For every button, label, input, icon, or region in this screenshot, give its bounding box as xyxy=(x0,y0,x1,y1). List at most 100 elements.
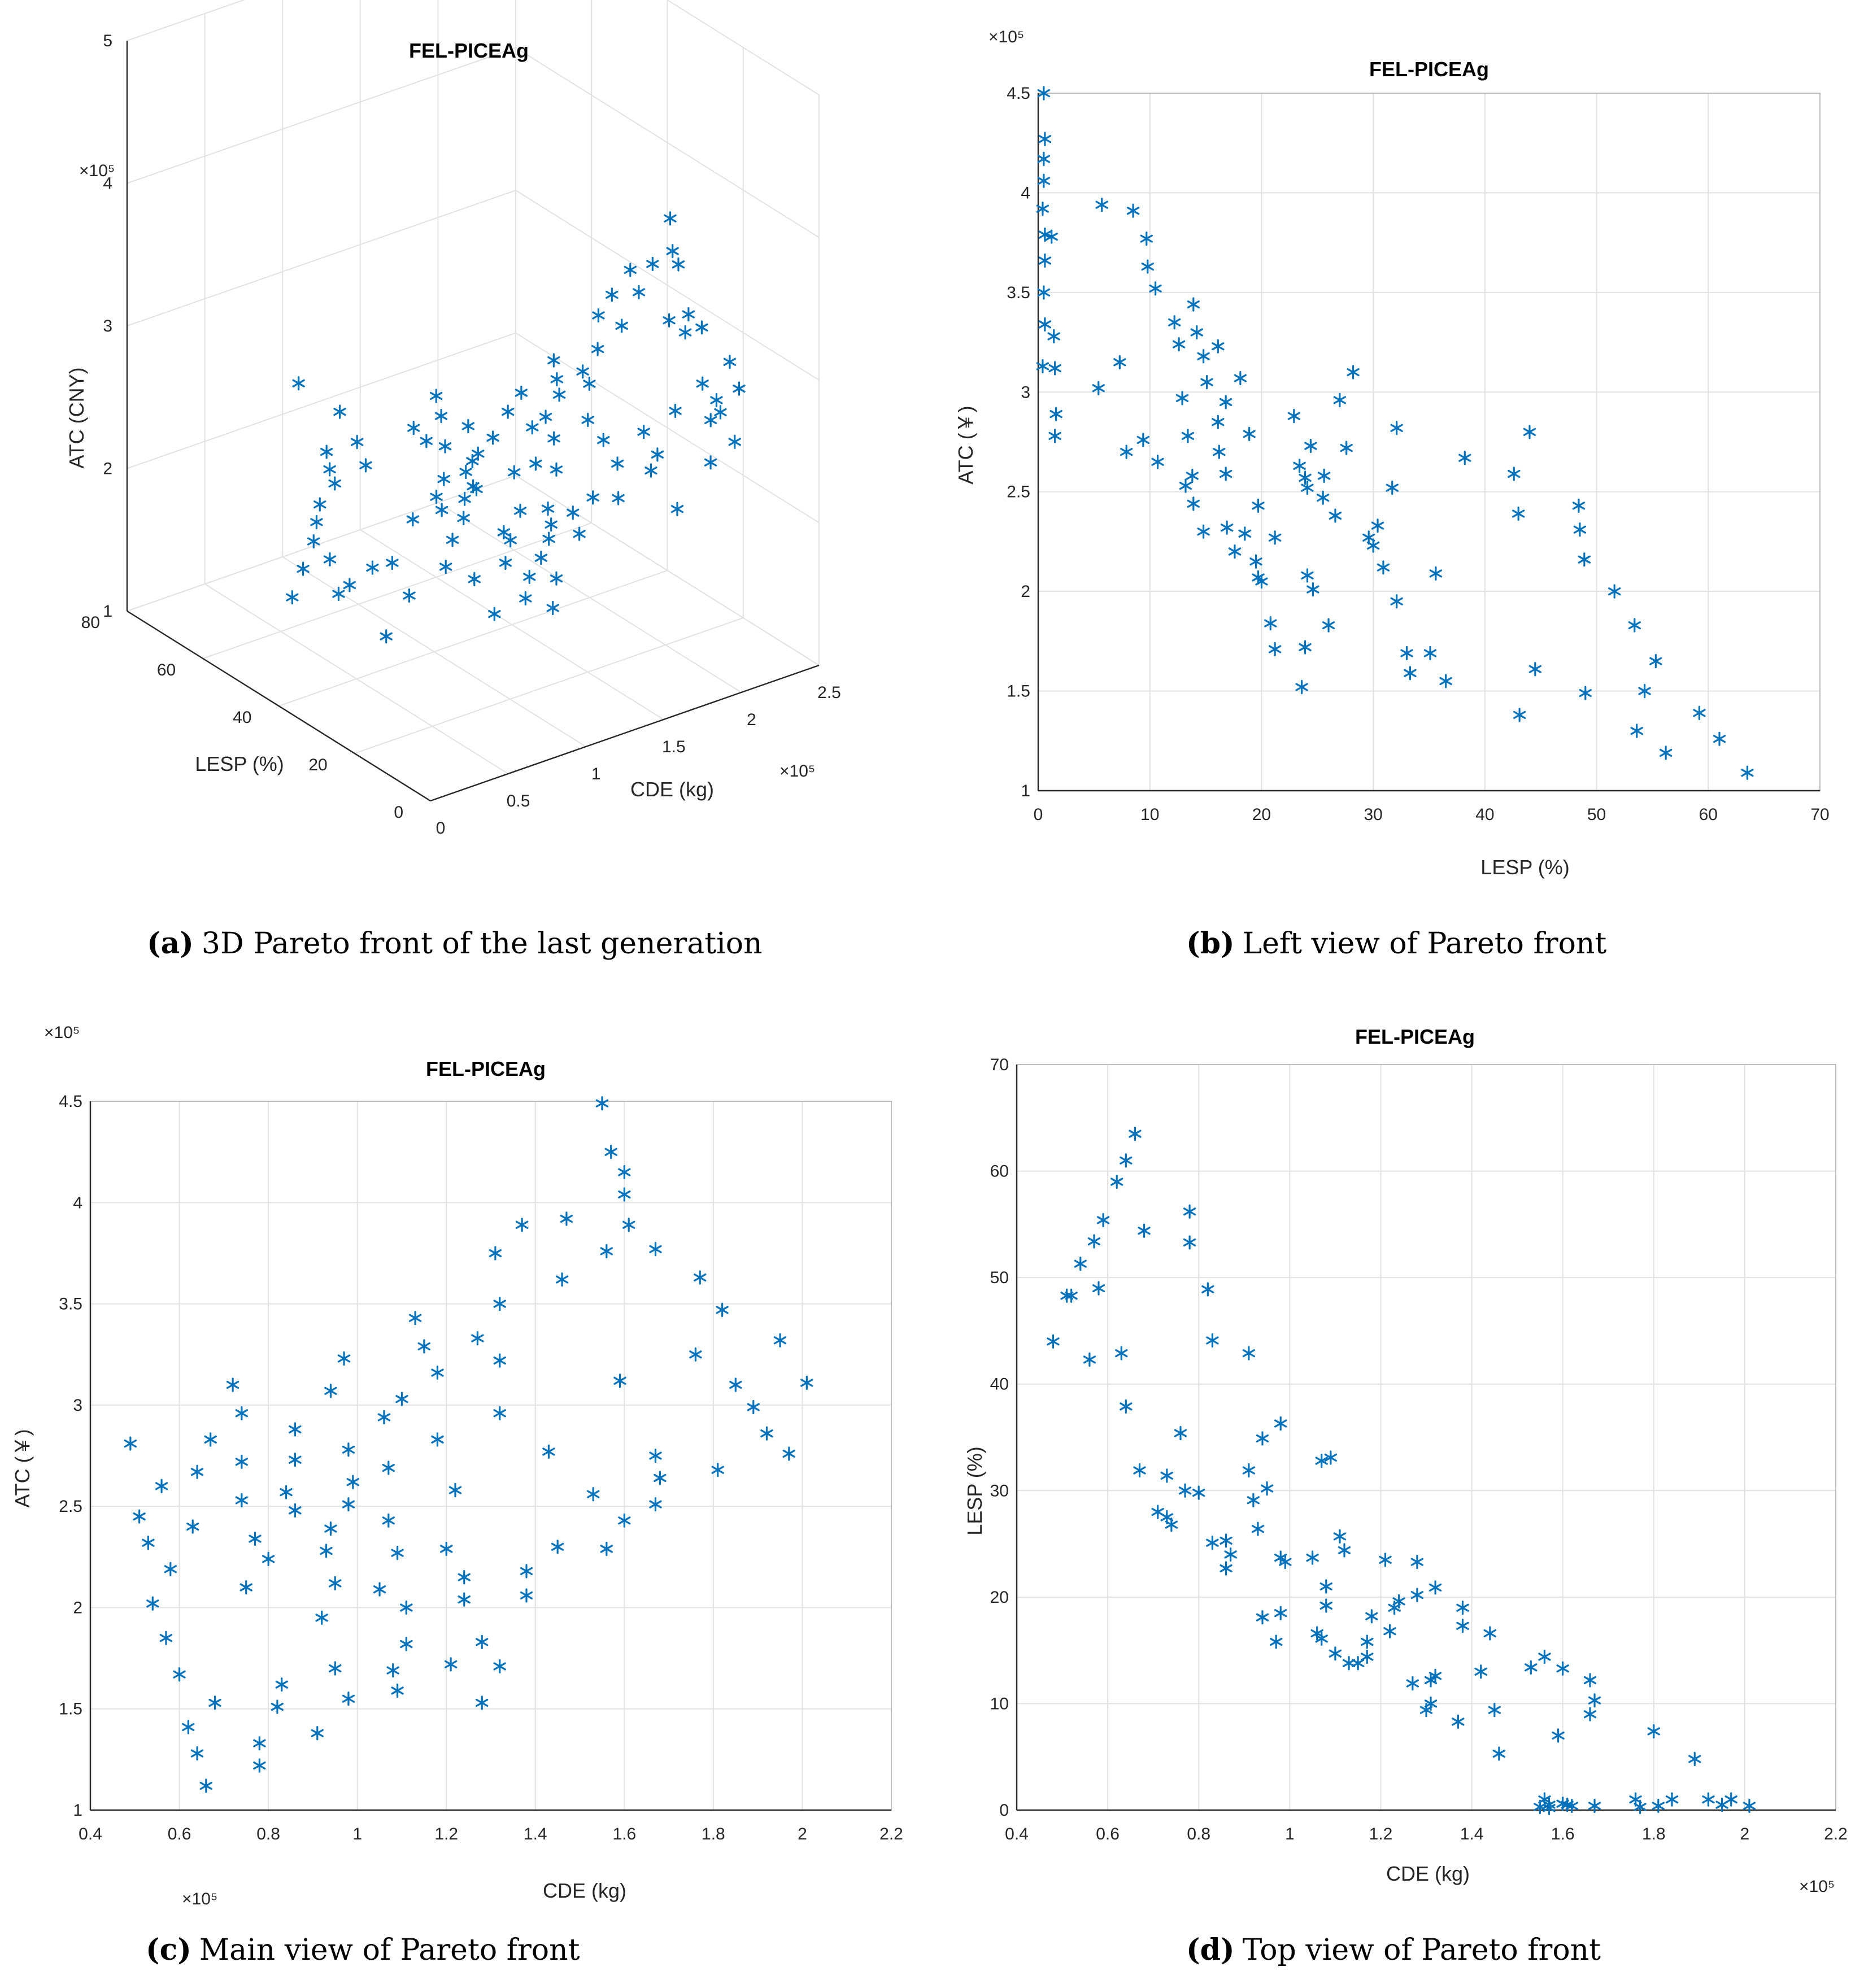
b-y-tick-label: 2.5 xyxy=(1007,483,1030,502)
d-data-point xyxy=(1452,1714,1465,1729)
b-data-point xyxy=(1693,705,1706,720)
panel-a-x-tick-label: 2.5 xyxy=(817,683,841,702)
c-data-point xyxy=(235,1406,249,1420)
c-data-point xyxy=(377,1410,391,1424)
c-data-point xyxy=(199,1778,212,1793)
c-data-point xyxy=(716,1302,729,1317)
c-data-point xyxy=(329,1661,342,1676)
c-x-tick-label: 0.6 xyxy=(168,1825,191,1843)
panel-d-title: FEL-PICEAg xyxy=(1355,1025,1475,1048)
d-data-point xyxy=(1383,1624,1396,1638)
c-data-point xyxy=(324,1521,337,1536)
c-data-point xyxy=(342,1497,355,1512)
caption-a-text: 3D Pareto front of the last generation xyxy=(202,927,763,961)
panel-c-markers xyxy=(124,1096,813,1793)
panel-a-data-point xyxy=(696,376,709,391)
b-data-point xyxy=(1628,618,1641,633)
c-data-point xyxy=(253,1758,266,1773)
panel-a-back-grid xyxy=(127,190,516,326)
d-y-tick-label: 60 xyxy=(990,1162,1009,1181)
d-data-point xyxy=(1315,1631,1328,1646)
panel-a-data-point xyxy=(646,256,659,271)
c-data-point xyxy=(773,1333,787,1348)
d-data-point xyxy=(1647,1724,1660,1739)
d-data-point xyxy=(1096,1213,1110,1227)
b-data-point xyxy=(1306,582,1319,597)
panel-a-x-tick-label: 0.5 xyxy=(507,792,530,810)
d-data-point xyxy=(1160,1468,1174,1483)
panel-a-data-point xyxy=(624,263,637,277)
c-data-point xyxy=(408,1311,422,1326)
panel-a-data-point xyxy=(499,555,512,570)
c-data-point xyxy=(515,1218,529,1232)
d-data-point xyxy=(1588,1693,1601,1708)
panel-a-y-tick-label: 20 xyxy=(308,756,327,774)
c-data-point xyxy=(289,1422,302,1437)
c-data-point xyxy=(600,1244,613,1258)
b-data-point xyxy=(1439,674,1452,688)
b-data-point xyxy=(1197,349,1210,364)
c-y-tick-label: 4 xyxy=(73,1193,82,1212)
panel-a-data-point xyxy=(320,444,333,459)
d-y-tick-label: 10 xyxy=(990,1694,1009,1713)
b-data-point xyxy=(1179,478,1192,493)
c-data-point xyxy=(520,1588,533,1603)
d-data-point xyxy=(1310,1626,1323,1641)
b-x-tick-label: 20 xyxy=(1252,805,1271,824)
b-data-point xyxy=(1317,490,1330,505)
d-data-point xyxy=(1483,1626,1496,1641)
d-data-point xyxy=(1047,1334,1060,1349)
panel-a-data-point xyxy=(550,571,563,586)
panel-a-data-point xyxy=(606,287,619,302)
panel-a-data-point xyxy=(534,551,548,565)
c-data-point xyxy=(235,1493,249,1507)
panel-a-x-tick-label: 0 xyxy=(436,819,446,838)
c-data-point xyxy=(782,1446,795,1461)
panel-a-data-point xyxy=(333,404,346,419)
c-data-point xyxy=(391,1683,404,1698)
panel-a-y-tick-label: 80 xyxy=(81,613,100,632)
c-data-point xyxy=(520,1564,533,1579)
b-x-tick-label: 60 xyxy=(1699,805,1718,824)
d-data-point xyxy=(1183,1204,1196,1219)
d-data-point xyxy=(1274,1606,1287,1620)
c-data-point xyxy=(204,1432,217,1447)
c-y-tick-label: 2.5 xyxy=(59,1497,82,1516)
c-data-point xyxy=(493,1296,506,1311)
d-data-point xyxy=(1260,1481,1274,1496)
panel-a-data-point xyxy=(526,420,539,435)
c-data-point xyxy=(271,1699,284,1714)
panel-a-data-point xyxy=(310,515,323,529)
d-data-point xyxy=(1251,1521,1265,1536)
panel-a-data-point xyxy=(380,629,393,644)
b-data-point xyxy=(1301,568,1314,583)
d-x-tick-label: 1.4 xyxy=(1460,1825,1484,1843)
panel-b-gridlines xyxy=(1038,93,1821,791)
panel-b-markers xyxy=(1036,86,1754,780)
c-data-point xyxy=(747,1400,760,1415)
panel-a-y-axis-label: LESP (%) xyxy=(195,752,284,775)
panel-a-data-point xyxy=(545,517,558,532)
panel-a-x-tick-label: 2 xyxy=(747,710,756,729)
d-data-point xyxy=(1456,1601,1469,1615)
d-data-point xyxy=(1351,1656,1365,1671)
b-data-point xyxy=(1512,506,1525,521)
c-data-point xyxy=(542,1444,555,1459)
b-data-point xyxy=(1630,723,1643,738)
panel-d-markers xyxy=(1047,1126,1756,1815)
b-data-point xyxy=(1190,325,1203,340)
c-x-tick-label: 2 xyxy=(798,1825,807,1843)
c-data-point xyxy=(458,1592,471,1607)
d-data-point xyxy=(1424,1673,1438,1688)
d-data-point xyxy=(1456,1619,1469,1633)
b-y-tick-label: 3.5 xyxy=(1007,284,1030,302)
panel-a-data-point xyxy=(611,456,624,471)
d-x-tick-label: 0.6 xyxy=(1096,1825,1120,1843)
c-data-point xyxy=(689,1347,702,1362)
d-data-point xyxy=(1361,1649,1374,1664)
d-x-tick-label: 1.6 xyxy=(1551,1825,1575,1843)
d-data-point xyxy=(1178,1483,1192,1498)
panel-a-x-axis-label: CDE (kg) xyxy=(630,778,714,801)
d-data-point xyxy=(1410,1555,1424,1570)
b-data-point xyxy=(1366,538,1380,553)
